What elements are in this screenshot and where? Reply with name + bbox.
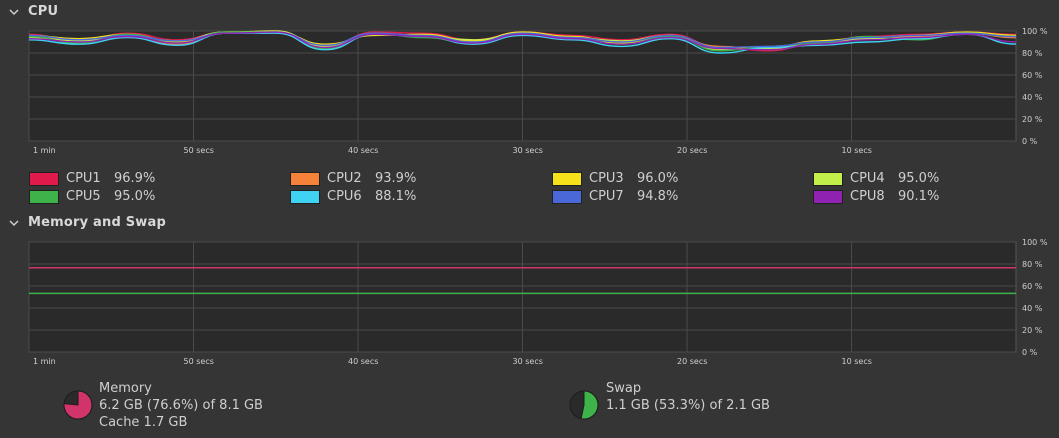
legend-cpu-value: 95.0% bbox=[114, 189, 156, 204]
color-swatch[interactable] bbox=[552, 189, 582, 204]
cpu-x-tick: 40 secs bbox=[348, 146, 378, 155]
mem-x-tick: 20 secs bbox=[677, 357, 707, 366]
cpu-y-tick: 60 % bbox=[1022, 71, 1043, 80]
legend-cpu-name: CPU1 bbox=[66, 171, 101, 186]
color-swatch[interactable] bbox=[290, 171, 320, 186]
legend-item-cpu1[interactable]: CPU1 96.9% bbox=[29, 171, 155, 186]
cpu-series-cpu7 bbox=[28, 31, 1017, 49]
mem-y-tick: 80 % bbox=[1022, 260, 1043, 269]
mem-x-tick: 50 secs bbox=[184, 357, 214, 366]
legend-cpu-name: CPU7 bbox=[589, 189, 624, 204]
mem-y-tick: 0 % bbox=[1022, 348, 1038, 357]
cpu-y-tick: 20 % bbox=[1022, 115, 1043, 124]
memory-usage: 6.2 GB (76.6%) of 8.1 GB bbox=[99, 398, 263, 413]
cpu-section-header[interactable]: CPU bbox=[8, 4, 58, 19]
color-swatch[interactable] bbox=[290, 189, 320, 204]
swap-label: Swap bbox=[606, 381, 642, 396]
memory-swap-title: Memory and Swap bbox=[28, 215, 166, 230]
color-swatch[interactable] bbox=[552, 171, 582, 186]
memory-label: Memory bbox=[99, 381, 152, 396]
memory-history-graph: 100 % 80 % 60 % 40 % 20 % 0 % 1 min 50 secs 40 s… bbox=[28, 238, 1048, 366]
mem-x-tick: 1 min bbox=[33, 357, 56, 366]
color-swatch[interactable] bbox=[813, 171, 843, 186]
legend-item-cpu5[interactable]: CPU5 95.0% bbox=[29, 189, 155, 204]
cpu-x-tick: 10 secs bbox=[842, 146, 872, 155]
mem-x-tick: 40 secs bbox=[348, 357, 378, 366]
cpu-x-tick: 20 secs bbox=[677, 146, 707, 155]
mem-y-tick: 100 % bbox=[1022, 238, 1048, 247]
legend-item-cpu7[interactable]: CPU7 94.8% bbox=[552, 189, 678, 204]
cpu-y-tick: 40 % bbox=[1022, 93, 1043, 102]
color-swatch[interactable] bbox=[813, 189, 843, 204]
chevron-down-icon bbox=[9, 219, 19, 226]
legend-cpu-value: 94.8% bbox=[637, 189, 679, 204]
legend-cpu-value: 90.1% bbox=[898, 189, 940, 204]
legend-cpu-value: 96.9% bbox=[114, 171, 156, 186]
memory-section-header[interactable]: Memory and Swap bbox=[8, 215, 166, 230]
mem-x-tick: 10 secs bbox=[842, 357, 872, 366]
legend-cpu-name: CPU4 bbox=[850, 171, 885, 186]
cpu-y-tick: 0 % bbox=[1022, 137, 1038, 146]
cpu-series-cpu6 bbox=[28, 32, 1017, 54]
legend-item-cpu8[interactable]: CPU8 90.1% bbox=[813, 189, 939, 204]
mem-x-tick: 30 secs bbox=[513, 357, 543, 366]
swap-usage: 1.1 GB (53.3%) of 2.1 GB bbox=[606, 398, 770, 413]
legend-cpu-value: 88.1% bbox=[375, 189, 417, 204]
mem-y-tick: 20 % bbox=[1022, 326, 1043, 335]
legend-item-cpu4[interactable]: CPU4 95.0% bbox=[813, 171, 939, 186]
legend-cpu-name: CPU3 bbox=[589, 171, 624, 186]
memory-cache: Cache 1.7 GB bbox=[99, 415, 188, 430]
chevron-down-icon bbox=[9, 8, 19, 15]
cpu-x-tick: 1 min bbox=[33, 146, 56, 155]
legend-cpu-value: 95.0% bbox=[898, 171, 940, 186]
cpu-title: CPU bbox=[28, 4, 59, 19]
cpu-y-tick: 100 % bbox=[1022, 27, 1048, 36]
memory-summary: Memory 6.2 GB (76.6%) of 8.1 GB Cache 1.… bbox=[62, 380, 263, 431]
swap-pie-slice bbox=[580, 390, 599, 420]
legend-item-cpu2[interactable]: CPU2 93.9% bbox=[290, 171, 416, 186]
legend-cpu-name: CPU2 bbox=[327, 171, 362, 186]
legend-cpu-name: CPU8 bbox=[850, 189, 885, 204]
cpu-x-tick: 30 secs bbox=[513, 146, 543, 155]
color-swatch[interactable] bbox=[29, 189, 59, 204]
mem-y-tick: 40 % bbox=[1022, 304, 1043, 313]
legend-cpu-value: 93.9% bbox=[375, 171, 417, 186]
swap-pie-icon bbox=[569, 390, 599, 420]
legend-cpu-value: 96.0% bbox=[637, 171, 679, 186]
cpu-x-tick: 50 secs bbox=[184, 146, 214, 155]
mem-y-tick: 60 % bbox=[1022, 282, 1043, 291]
swap-summary: Swap 1.1 GB (53.3%) of 2.1 GB bbox=[568, 380, 770, 421]
cpu-series-cpu8 bbox=[28, 31, 1017, 51]
legend-cpu-name: CPU6 bbox=[327, 189, 362, 204]
memory-pie-icon bbox=[63, 390, 93, 420]
cpu-history-graph: 100 % 80 % 60 % 40 % 20 % 0 % 1 min 50 secs 40 s… bbox=[28, 27, 1048, 155]
color-swatch[interactable] bbox=[29, 171, 59, 186]
legend-item-cpu3[interactable]: CPU3 96.0% bbox=[552, 171, 678, 186]
cpu-y-tick: 80 % bbox=[1022, 49, 1043, 58]
legend-cpu-name: CPU5 bbox=[66, 189, 101, 204]
memory-pie-slice bbox=[63, 390, 93, 420]
legend-item-cpu6[interactable]: CPU6 88.1% bbox=[290, 189, 416, 204]
